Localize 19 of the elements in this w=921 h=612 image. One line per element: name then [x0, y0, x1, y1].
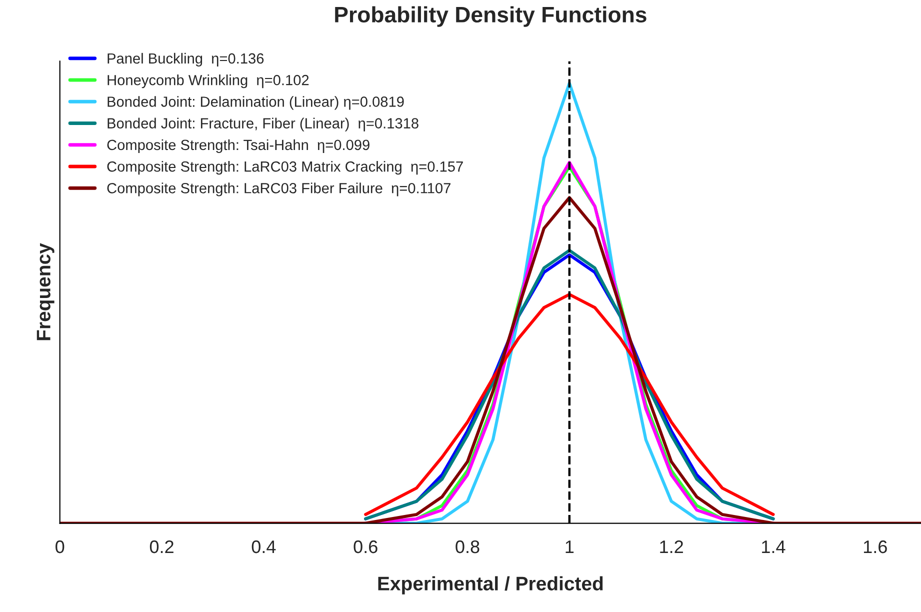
- legend-label: Composite Strength: LaRC03 Matrix Cracking η=0.157: [107, 161, 463, 175]
- x-axis-title: Experimental / Predicted: [378, 576, 603, 594]
- x-tick-label: 0.2: [150, 540, 174, 554]
- legend-label: Composite Strength: LaRC03 Fiber Failure η=0.1107: [107, 182, 450, 196]
- chart-title: Probability Density Functions: [335, 6, 646, 27]
- x-tick-label: 0.8: [456, 540, 480, 554]
- x-tick-label: 0.6: [354, 540, 378, 554]
- x-tick-label: 0: [56, 540, 64, 554]
- x-tick-label: 1.2: [660, 540, 683, 554]
- x-tick-label: 1.6: [864, 540, 887, 554]
- x-tick-label: 0.4: [252, 540, 276, 554]
- legend-label: Composite Strength: Tsai-Hahn η=0.099: [107, 139, 370, 153]
- x-tick-label: 1.4: [762, 540, 786, 554]
- x-tick-label: 1: [566, 540, 574, 554]
- legend-label: Bonded Joint: Fracture, Fiber (Linear) η=0.1318: [108, 118, 418, 132]
- legend-label: Bonded Joint: Delamination (Linear) η=0.0819: [108, 96, 404, 110]
- y-axis-title: Frequency: [36, 243, 54, 340]
- legend-label: Panel Buckling η=0.136: [108, 52, 264, 67]
- legend-label: Honeycomb Wrinkling η=0.102: [108, 74, 309, 88]
